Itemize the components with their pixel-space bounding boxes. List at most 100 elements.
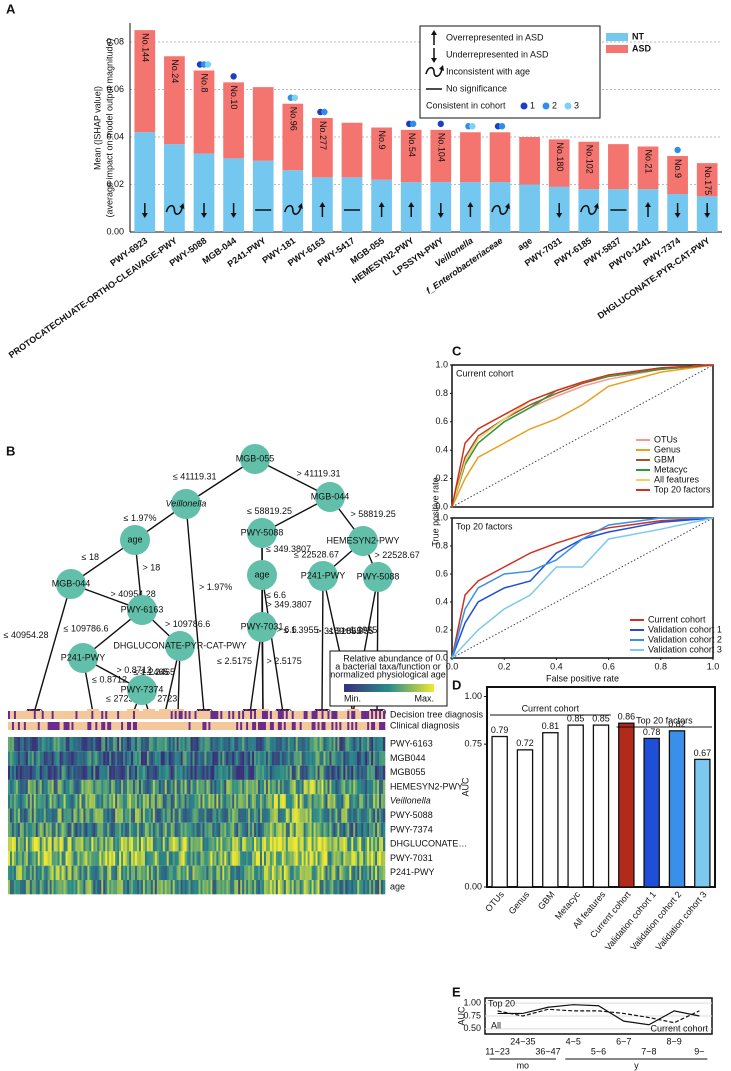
heatmap-cell <box>13 822 17 838</box>
heatmap-cell <box>353 737 356 752</box>
heatmap-cell <box>295 711 298 719</box>
heatmap-cell <box>345 722 348 730</box>
heatmap-cell <box>261 880 265 895</box>
heatmap-cell <box>383 751 386 766</box>
tree-node <box>120 525 150 555</box>
heatmap-cell <box>91 751 94 766</box>
heatmap-cell <box>77 822 80 838</box>
heatmap-cell <box>254 765 257 780</box>
heatmap-cell <box>258 779 261 795</box>
heatmap-cell <box>63 822 66 838</box>
heatmap-cell <box>232 711 235 719</box>
heatmap-cell <box>293 837 297 852</box>
heatmap-cell <box>142 737 146 752</box>
heatmap-cell <box>285 822 289 838</box>
heatmap-cell <box>55 822 58 838</box>
heatmap-cell <box>317 779 320 795</box>
heatmap-cell <box>242 822 245 838</box>
heatmap-cell <box>97 711 100 719</box>
heatmap-cell <box>123 765 126 780</box>
heatmap-cell <box>23 737 27 752</box>
heatmap-cell <box>353 808 356 823</box>
heatmap-cell <box>136 880 140 895</box>
heatmap-cell <box>307 880 310 895</box>
heatmap-cell <box>323 808 326 823</box>
heatmap-cell <box>349 808 352 823</box>
heatmap-cell <box>234 751 237 766</box>
heatmap-cell <box>202 837 205 852</box>
heatmap-cell <box>93 865 96 880</box>
heatmap-cell <box>83 711 86 719</box>
heatmap-cell <box>39 880 43 895</box>
heatmap-cell <box>365 822 368 838</box>
heatmap-cell <box>321 737 324 752</box>
heatmap-cell <box>170 794 173 809</box>
heatmap-cell <box>256 711 259 719</box>
heatmap-cell <box>204 822 207 838</box>
heatmap-cell <box>176 851 179 866</box>
heatmap-cell <box>331 822 334 838</box>
heatmap-cell <box>361 711 364 719</box>
heatmap-cell <box>152 822 156 838</box>
heatmap-cell <box>31 794 35 809</box>
heatmap-cell <box>45 880 48 895</box>
heatmap-cell <box>206 865 209 880</box>
heatmap-cell <box>275 808 279 823</box>
heatmap-cell <box>43 851 46 866</box>
heatmap-cell <box>327 794 330 809</box>
heatmap-cell <box>319 779 322 795</box>
heatmap-cell <box>325 822 328 838</box>
heatmap-cell <box>87 737 90 752</box>
tree-edge <box>33 583 72 714</box>
heatmap-cell <box>339 837 342 852</box>
heatmap-cell <box>144 711 148 719</box>
heatmap-cell <box>21 765 25 780</box>
heatmap-cell <box>19 751 23 766</box>
heatmap-cell <box>341 837 344 852</box>
heatmap-cell <box>252 737 255 752</box>
heatmap-cell <box>180 711 183 719</box>
heatmap-cell <box>154 737 158 752</box>
heatmap-cell <box>150 737 154 752</box>
edge-label: > 41119.31 <box>297 469 341 479</box>
heatmap-cell <box>192 837 195 852</box>
heatmap-cell <box>154 851 158 866</box>
heatmap-cell <box>337 822 340 838</box>
heatmap-cell <box>307 765 310 780</box>
heatmap-cell <box>43 794 46 809</box>
heatmap-cell <box>361 765 364 780</box>
heatmap-cell <box>89 822 92 838</box>
unit-label: mo <box>517 1060 530 1070</box>
heatmap-cell <box>214 794 217 809</box>
bar-segment <box>341 122 363 178</box>
heatmap-cell <box>105 794 108 809</box>
heatmap-cell <box>250 711 253 719</box>
heatmap-cell <box>129 711 132 719</box>
heatmap-cell <box>142 779 146 795</box>
heatmap-cell <box>196 851 199 866</box>
heatmap-cell <box>285 722 289 730</box>
heatmap-cell <box>148 737 152 752</box>
heatmap-cell <box>267 808 271 823</box>
heatmap-cell <box>335 808 338 823</box>
heatmap-cell <box>287 880 291 895</box>
heatmap-cell <box>17 865 21 880</box>
heatmap-cell <box>267 822 271 838</box>
heatmap-cell <box>21 851 25 866</box>
heatmap-cell <box>81 711 84 719</box>
heatmap-cell <box>186 865 189 880</box>
heatmap-cell <box>313 711 316 719</box>
heatmap-cell <box>343 851 346 866</box>
heatmap-cell <box>315 711 318 719</box>
bar-label: No.10 <box>229 85 239 109</box>
heatmap-cell <box>184 765 187 780</box>
heatmap-cell <box>103 865 106 880</box>
legend-label: Underrepresented in ASD <box>446 49 549 59</box>
heatmap-cell <box>349 837 352 852</box>
tree-node <box>127 675 157 705</box>
heatmap-cell <box>293 822 297 838</box>
heatmap-cell <box>21 722 25 730</box>
heatmap-cell <box>279 808 283 823</box>
heatmap-cell <box>9 794 13 809</box>
x-tick-label: 5~6 <box>591 1046 606 1056</box>
